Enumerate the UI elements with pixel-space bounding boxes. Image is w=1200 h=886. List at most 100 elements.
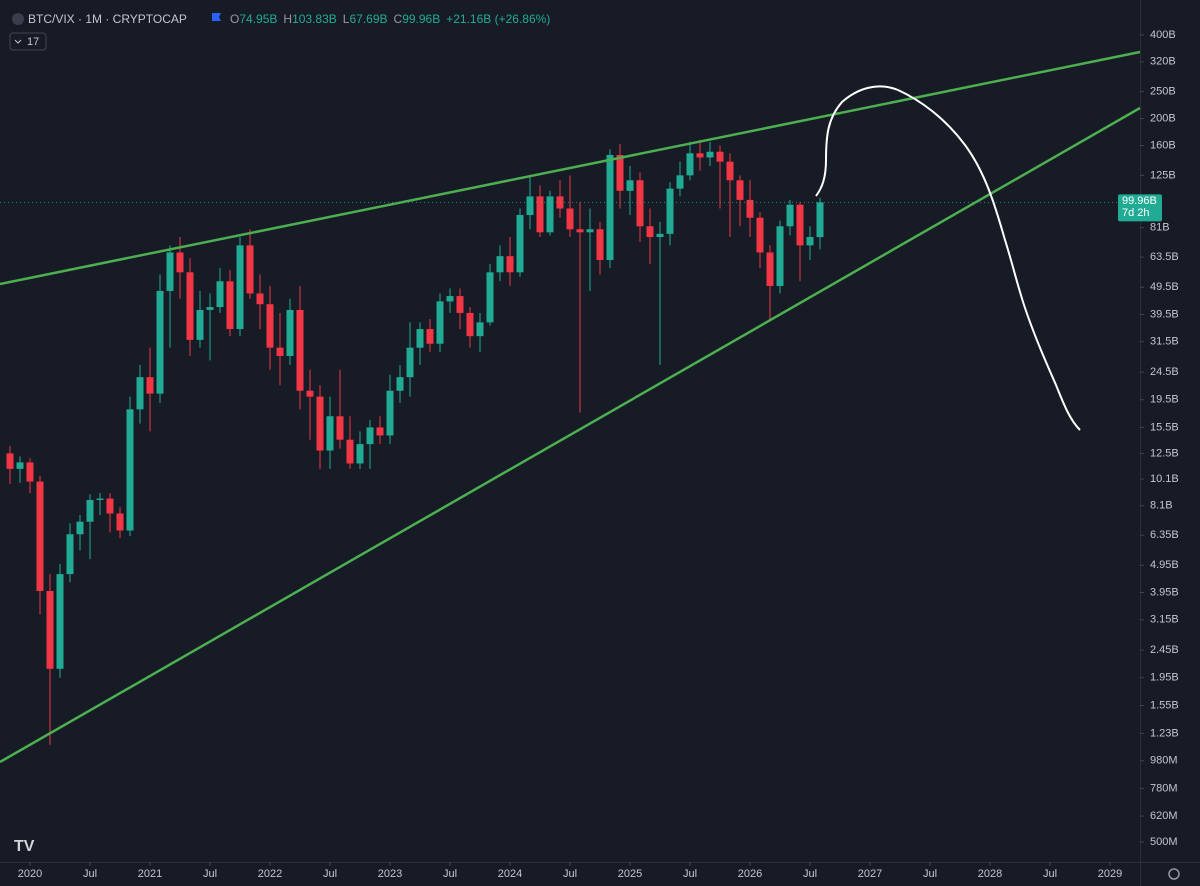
y-tick-label: 980M <box>1150 755 1178 767</box>
candle-body <box>676 175 684 189</box>
candle-body <box>56 574 64 669</box>
candle-body <box>576 229 584 233</box>
candle-body <box>386 390 394 436</box>
y-tick-label: 63.5B <box>1150 251 1179 263</box>
legend-key: H <box>283 12 292 26</box>
y-tick-label: 19.5B <box>1150 394 1179 406</box>
candle-body <box>796 204 804 246</box>
candle-body <box>256 293 264 305</box>
chevron <box>14 39 22 44</box>
y-tick-label: 24.5B <box>1150 366 1179 378</box>
candle-body <box>416 329 424 348</box>
candle-body <box>626 180 634 191</box>
y-tick-label: 1.23B <box>1150 727 1179 739</box>
candle-body <box>156 290 164 394</box>
candle-body <box>566 208 574 230</box>
x-tick-label: Jul <box>443 868 457 880</box>
y-tick-label: 31.5B <box>1150 336 1179 348</box>
y-tick-label: 2.45B <box>1150 644 1179 656</box>
candle-body <box>236 245 244 330</box>
legend-value: 67.69B <box>349 12 387 26</box>
candle-body <box>86 499 94 522</box>
x-tick-label: 2022 <box>258 868 282 880</box>
legend-change: +21.16B (+26.86%) <box>446 12 550 26</box>
candle-body <box>776 226 784 286</box>
candle-body <box>726 161 734 181</box>
candle-body <box>476 322 484 337</box>
legend-key: C <box>394 12 403 26</box>
candle-body <box>26 462 34 482</box>
candle-body <box>506 256 514 273</box>
x-tick-label: Jul <box>83 868 97 880</box>
candle-body <box>16 462 24 469</box>
candle-body <box>806 237 814 246</box>
candle-body <box>66 534 74 575</box>
candle-body <box>196 309 204 340</box>
candle-body <box>486 272 494 323</box>
projection-curve <box>815 85 1081 431</box>
countdown: 7d 2h <box>1122 207 1150 219</box>
candle-body <box>96 498 104 500</box>
x-tick-label: Jul <box>803 868 817 880</box>
x-tick-label: 2023 <box>378 868 402 880</box>
legend-value: 103.83B <box>292 12 337 26</box>
candle-body <box>616 154 624 191</box>
symbol: BTC/VIX · 1M · CRYPTOCAP <box>28 12 187 26</box>
x-tick-label: Jul <box>1043 868 1057 880</box>
y-tick-label: 320B <box>1150 56 1176 68</box>
x-tick-label: 2026 <box>738 868 762 880</box>
y-tick-label: 8.1B <box>1150 500 1173 512</box>
y-tick-label: 15.5B <box>1150 421 1179 433</box>
candle-body <box>696 153 704 158</box>
candle-body <box>216 281 224 308</box>
candle-body <box>766 252 774 286</box>
logo[interactable]: TV <box>14 838 35 855</box>
candle-body <box>406 347 414 378</box>
last-price-label: 99.96B <box>1122 195 1157 207</box>
x-tick-label: 2027 <box>858 868 882 880</box>
y-tick-label: 6.35B <box>1150 529 1179 541</box>
candle-body <box>266 304 274 348</box>
upper-trendline <box>0 50 1141 286</box>
candle-body <box>206 307 214 310</box>
x-tick-label: Jul <box>923 868 937 880</box>
legend-value: 99.96B <box>402 12 440 26</box>
candle-body <box>366 427 374 445</box>
y-tick-label: 500M <box>1150 836 1178 848</box>
candle-body <box>746 199 754 218</box>
candle-body <box>346 439 354 464</box>
candle-body <box>146 377 154 394</box>
candle-body <box>456 296 464 313</box>
y-tick-label: 1.95B <box>1150 672 1179 684</box>
last-price-box <box>1118 194 1162 222</box>
candle-body <box>546 196 554 233</box>
candle-body <box>226 281 234 330</box>
y-tick-label: 39.5B <box>1150 308 1179 320</box>
candle-body <box>126 409 134 531</box>
candle-body <box>336 416 344 440</box>
legend-value: 74.95B <box>239 12 277 26</box>
settings-icon[interactable] <box>1168 868 1180 880</box>
candle-body <box>166 252 174 291</box>
candle-body <box>286 309 294 357</box>
y-tick-label: 10.1B <box>1150 473 1179 485</box>
x-tick-label: 2021 <box>138 868 162 880</box>
y-tick-label: 3.95B <box>1150 586 1179 598</box>
indicators-toggle[interactable] <box>9 32 47 51</box>
candle-body <box>436 301 444 344</box>
candle-body <box>516 215 524 273</box>
flag-icon[interactable] <box>212 13 221 21</box>
candle-body <box>706 151 714 158</box>
y-tick-label: 49.5B <box>1150 281 1179 293</box>
candle-body <box>276 347 284 357</box>
candle-body <box>656 233 664 238</box>
candle-body <box>136 377 144 410</box>
x-tick-label: 2028 <box>978 868 1002 880</box>
x-tick-label: 2024 <box>498 868 522 880</box>
y-tick-label: 4.95B <box>1150 559 1179 571</box>
candle-body <box>326 416 334 451</box>
x-tick-label: Jul <box>563 868 577 880</box>
candle-body <box>376 427 384 436</box>
candle-body <box>786 204 794 227</box>
